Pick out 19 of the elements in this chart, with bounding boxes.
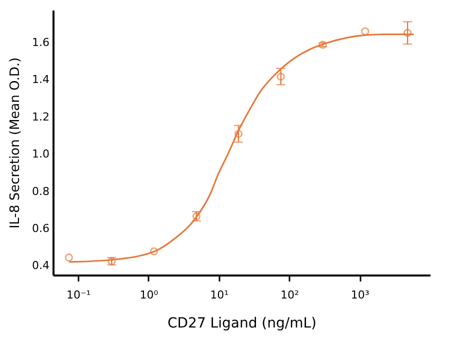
y-tick-label: 1.0	[32, 148, 50, 161]
x-tick-label: 10¹	[210, 288, 229, 302]
y-tick-label: 1.6	[32, 36, 50, 50]
y-tick-label: 0.8	[32, 184, 50, 198]
point	[64, 254, 73, 262]
point	[150, 247, 158, 256]
point	[234, 130, 242, 138]
point	[276, 72, 285, 81]
x-tick-label: 10³	[350, 288, 370, 302]
y-axis-title: IL-8 Secretion (Mean O.D.)	[8, 57, 24, 229]
x-tick-label: 10⁰	[140, 288, 159, 302]
y-tick-label: 0.4	[32, 259, 50, 272]
x-tick-label: 10⁻¹	[66, 288, 91, 302]
x-axis-title: CD27 Ligand (ng/mL)	[167, 316, 317, 332]
x-tick-label: 10²	[280, 288, 299, 302]
y-tick-label: 1.4	[32, 73, 50, 86]
y-tick-label: 1.2	[32, 110, 50, 124]
y-tick-label: 0.6	[32, 222, 50, 236]
point	[361, 27, 370, 36]
